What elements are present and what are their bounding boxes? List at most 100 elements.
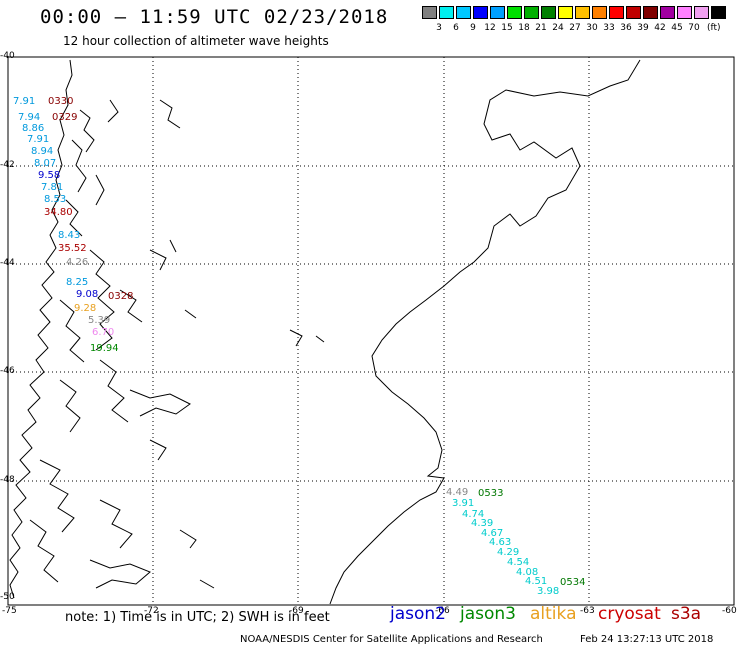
scale-label: 36 (620, 23, 632, 33)
scale-label: 6 (453, 23, 459, 33)
lon-tick-label: -66 (435, 606, 450, 616)
lon-tick-label: -69 (289, 606, 304, 616)
wave-height-value: 4.51 (525, 576, 547, 587)
wave-height-value: 4.26 (66, 257, 88, 268)
wave-height-value: 6.70 (92, 327, 114, 338)
lon-tick-label: -75 (2, 606, 17, 616)
scale-label: 24 (552, 23, 564, 33)
wave-height-value: 8.07 (34, 158, 56, 169)
scale-swatch (609, 6, 624, 19)
lat-tick-label: -42 (0, 160, 15, 170)
wave-height-value: 5.39 (88, 315, 110, 326)
scale-label: 15 (501, 23, 513, 33)
map-title: 00:00 – 11:59 UTC 02/23/2018 (40, 6, 389, 28)
scale-label: 42 (654, 23, 666, 33)
wave-height-value: 8.25 (66, 277, 88, 288)
scale-label: 70 (688, 23, 700, 33)
wave-height-value: 8.43 (58, 230, 80, 241)
satellite-cryosat: cryosat (598, 604, 661, 624)
wave-height-value: 8.86 (22, 123, 44, 134)
wave-height-value: 4.74 (462, 509, 484, 520)
lat-tick-label: -46 (0, 366, 15, 376)
generation-timestamp: Feb 24 13:27:13 UTC 2018 (580, 634, 714, 645)
scale-swatch (592, 6, 607, 19)
wave-height-value: 9.58 (38, 170, 60, 181)
satellite-s3a: s3a (671, 604, 702, 624)
pass-time-labels: 0330 0329 0328 0533 0534 (48, 96, 585, 588)
scale-label: 21 (535, 23, 547, 33)
scale-label: 9 (470, 23, 476, 33)
lon-tick-label: -72 (144, 606, 159, 616)
east-track-values: 4.493.914.744.394.674.634.294.544.084.51… (446, 487, 559, 597)
scale-swatch (490, 6, 505, 19)
wave-height-value: 4.08 (516, 567, 538, 578)
wave-height-value: 34.80 (44, 207, 73, 218)
wave-height-value: 4.29 (497, 547, 519, 558)
west-track-values: 7.917.948.867.918.948.079.587.818.5334.8… (13, 96, 119, 354)
coastline-argentina (289, 59, 641, 605)
scale-swatch (626, 6, 641, 19)
coastline-chile (9, 59, 215, 599)
scale-label: 27 (569, 23, 581, 33)
pass-time-label: 0328 (108, 291, 133, 302)
wave-height-value: 9.08 (76, 289, 98, 300)
scale-swatch (473, 6, 488, 19)
lon-tick-label: -63 (580, 606, 595, 616)
wave-height-value: 4.49 (446, 487, 468, 498)
scale-swatch (694, 6, 709, 19)
wave-height-value: 8.94 (31, 146, 53, 157)
wave-height-value: 7.91 (27, 134, 49, 145)
scale-swatch (711, 6, 726, 19)
pass-time-label: 0533 (478, 488, 503, 499)
pass-time-label: 0329 (52, 112, 77, 123)
satellite-altika: altika (530, 604, 577, 624)
wave-height-value: 3.98 (537, 586, 559, 597)
scale-swatch (575, 6, 590, 19)
lon-tick-label: -60 (722, 606, 737, 616)
wave-height-value: 4.54 (507, 557, 529, 568)
wave-height-value: 7.94 (18, 112, 40, 123)
pass-time-label: 0330 (48, 96, 73, 107)
lat-tick-label: -40 (0, 51, 15, 61)
scale-swatch (422, 6, 437, 19)
lat-tick-label: -48 (0, 475, 15, 485)
scale-label: 39 (637, 23, 649, 33)
lat-tick-label: -44 (0, 258, 15, 268)
scale-swatch (439, 6, 454, 19)
graticule (8, 57, 734, 605)
map-subtitle: 12 hour collection of altimeter wave hei… (63, 34, 329, 48)
wave-height-value: 7.81 (41, 182, 63, 193)
scale-swatch (541, 6, 556, 19)
wave-height-value: 3.91 (452, 498, 474, 509)
scale-label: 33 (603, 23, 615, 33)
lat-tick-label: -50 (0, 592, 15, 602)
scale-label: 18 (518, 23, 530, 33)
pass-time-label: 0534 (560, 577, 585, 588)
map-frame (7, 56, 735, 606)
satellite-jason2: jason2 (390, 604, 446, 624)
wave-height-value: 4.39 (471, 518, 493, 529)
scale-label: 3 (436, 23, 442, 33)
scale-swatch (643, 6, 658, 19)
wave-height-value: 19.94 (90, 343, 119, 354)
agency-credit: NOAA/NESDIS Center for Satellite Applica… (240, 634, 543, 645)
scale-swatch (660, 6, 675, 19)
scale-swatch (456, 6, 471, 19)
scale-swatch (507, 6, 522, 19)
wave-height-value: 35.52 (58, 243, 87, 254)
wave-height-value: 8.53 (44, 194, 66, 205)
satellite-jason3: jason3 (460, 604, 516, 624)
scale-swatch (558, 6, 573, 19)
wave-height-value: 4.67 (481, 528, 503, 539)
wave-height-value: 9.28 (74, 303, 96, 314)
scale-swatch (524, 6, 539, 19)
wave-height-value: 7.91 (13, 96, 35, 107)
wave-height-value: 4.63 (489, 537, 511, 548)
scale-label: 45 (671, 23, 683, 33)
footnote: note: 1) Time is in UTC; 2) SWH is in fe… (65, 610, 330, 625)
scale-label: 12 (484, 23, 496, 33)
scale-unit: (ft) (707, 23, 721, 33)
scale-swatch (677, 6, 692, 19)
scale-label: 30 (586, 23, 598, 33)
